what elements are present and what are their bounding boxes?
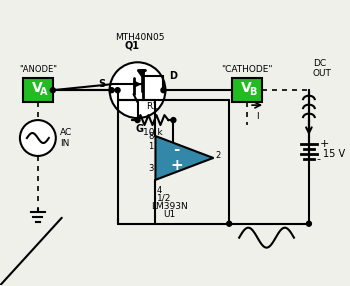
Text: Q1: Q1 [124, 40, 139, 50]
Circle shape [161, 88, 166, 93]
Text: 3: 3 [148, 164, 153, 173]
Circle shape [135, 118, 140, 123]
Text: I: I [256, 112, 258, 121]
Polygon shape [138, 70, 146, 76]
Text: -: - [317, 154, 321, 164]
Circle shape [110, 62, 166, 118]
Text: 1: 1 [148, 142, 153, 152]
Text: MTH40N05: MTH40N05 [115, 33, 164, 42]
Text: 1/2: 1/2 [158, 194, 172, 203]
Circle shape [109, 88, 114, 93]
Text: A: A [40, 87, 48, 97]
Text: 8: 8 [148, 132, 153, 140]
Polygon shape [155, 136, 213, 180]
Text: B: B [250, 87, 257, 97]
Text: 2: 2 [215, 152, 220, 160]
Text: U1: U1 [163, 210, 176, 219]
Text: V: V [241, 81, 252, 95]
Text: R1: R1 [146, 102, 159, 111]
Text: DC
OUT: DC OUT [313, 59, 332, 78]
Circle shape [306, 221, 312, 226]
Text: "ANODE": "ANODE" [19, 65, 57, 74]
Text: 15 V: 15 V [323, 149, 345, 159]
Text: AC
IN: AC IN [60, 128, 72, 148]
Text: +: + [320, 139, 329, 149]
Text: "CATHODE": "CATHODE" [222, 65, 273, 74]
Text: S: S [98, 79, 106, 89]
Text: G: G [135, 124, 144, 134]
Text: D: D [169, 71, 177, 81]
FancyBboxPatch shape [232, 78, 262, 102]
Text: 4: 4 [157, 186, 162, 195]
Text: +: + [170, 158, 183, 173]
Text: V: V [32, 81, 42, 95]
Text: 10 k: 10 k [143, 128, 162, 137]
Circle shape [227, 221, 232, 226]
Circle shape [171, 118, 176, 123]
Circle shape [50, 88, 55, 93]
FancyBboxPatch shape [23, 78, 53, 102]
Text: LM393N: LM393N [151, 202, 188, 211]
Circle shape [115, 88, 120, 93]
Text: -: - [173, 142, 180, 158]
Circle shape [20, 120, 56, 156]
